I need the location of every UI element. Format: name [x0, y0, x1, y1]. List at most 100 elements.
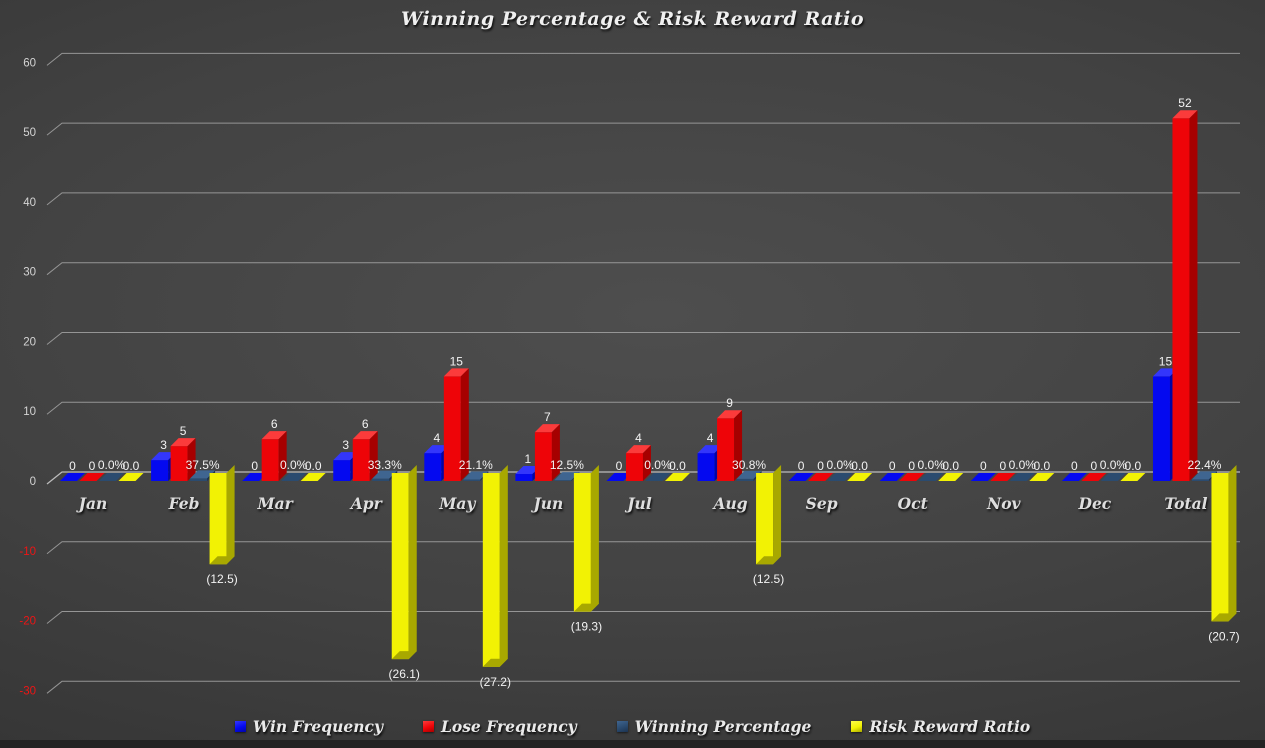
- chart-title: Winning Percentage & Risk Reward Ratio: [400, 8, 865, 30]
- data-label-win-frequency-nov: 0: [980, 459, 987, 473]
- bar-risk-reward-ratio-aug: [756, 556, 782, 565]
- bar-win-frequency-aug: [697, 445, 723, 454]
- data-label-risk-reward-ratio-aug: (12.5): [753, 572, 784, 586]
- legend-marker-win-frequency: [234, 721, 246, 732]
- gridline: [46, 680, 1240, 694]
- data-label-risk-reward-ratio-nov: 0.0: [1033, 459, 1050, 473]
- bar-win-frequency-sep: [788, 473, 814, 481]
- bar-risk-reward-ratio-feb: [226, 465, 235, 565]
- data-label-lose-frequency-oct: 0: [908, 459, 915, 473]
- bar-winning-percentage-jun: [554, 472, 580, 481]
- data-label-winning-percentage-jan: 0.0%: [98, 458, 126, 472]
- bar-lose-frequency-mar: [261, 431, 287, 440]
- legend-label-winning-percentage: Winning Percentage: [634, 717, 812, 736]
- y-tick-label: 0: [30, 476, 36, 488]
- data-label-winning-percentage-jul: 0.0%: [644, 458, 672, 472]
- bar-lose-frequency-jun: [534, 432, 552, 481]
- bar-win-frequency-total: [1152, 368, 1178, 377]
- bar-lose-frequency-oct: [899, 473, 925, 481]
- x-category-label-mar: Mar: [256, 494, 294, 513]
- gridline: [46, 192, 1240, 206]
- bar-risk-reward-ratio-may: [499, 465, 508, 667]
- x-category-label-dec: Dec: [1078, 494, 1112, 513]
- data-label-win-frequency-may: 4: [433, 431, 440, 445]
- bar-risk-reward-ratio-feb: [209, 556, 235, 565]
- bar-risk-reward-ratio-apr: [408, 465, 417, 660]
- data-label-win-frequency-feb: 3: [160, 438, 167, 452]
- bar-lose-frequency-apr: [352, 439, 370, 481]
- bar-win-frequency-oct: [879, 473, 905, 481]
- bar-win-frequency-mar: [242, 473, 268, 481]
- bottom-shade: [0, 740, 1265, 748]
- bar-win-frequency-jan: [60, 473, 85, 481]
- data-label-win-frequency-dec: 0: [1071, 459, 1078, 473]
- bar-risk-reward-ratio-total: [1211, 613, 1237, 622]
- bar-winning-percentage-apr: [372, 470, 398, 479]
- bar-win-frequency-feb: [151, 452, 177, 461]
- bar-win-frequency-jul: [606, 473, 632, 481]
- bar-winning-percentage-jul: [645, 473, 671, 481]
- legend-label-lose-frequency: Lose Frequency: [440, 717, 577, 736]
- bar-winning-percentage-aug: [736, 470, 762, 479]
- bar-winning-percentage-sep: [827, 473, 853, 481]
- data-label-winning-percentage-may: 21.1%: [459, 458, 493, 472]
- bar-winning-percentage-feb: [190, 470, 216, 479]
- data-label-winning-percentage-dec: 0.0%: [1100, 458, 1128, 472]
- bar-winning-percentage-feb: [190, 478, 208, 481]
- gridline: [46, 122, 1240, 136]
- data-label-risk-reward-ratio-apr: (26.1): [389, 667, 420, 681]
- bar-lose-frequency-feb: [170, 446, 188, 481]
- bar-lose-frequency-aug: [734, 410, 743, 481]
- bar-risk-reward-ratio-nov: [1029, 473, 1055, 481]
- bar-lose-frequency-total: [1172, 118, 1190, 482]
- bar-lose-frequency-jun: [551, 424, 560, 481]
- data-label-risk-reward-ratio-mar: 0.0: [305, 459, 322, 473]
- gridline: [46, 401, 1240, 415]
- data-label-risk-reward-ratio-dec: 0.0: [1125, 459, 1142, 473]
- y-tick-label: -30: [19, 685, 36, 697]
- data-label-risk-reward-ratio-oct: 0.0: [942, 459, 959, 473]
- bar-winning-percentage-total: [1191, 471, 1217, 480]
- bar-risk-reward-ratio-dec: [1120, 473, 1146, 481]
- gridline: [46, 262, 1240, 276]
- bar-lose-frequency-mar: [261, 439, 279, 481]
- data-label-winning-percentage-nov: 0.0%: [1009, 458, 1037, 472]
- data-label-risk-reward-ratio-may: (27.2): [480, 675, 511, 689]
- bar-winning-percentage-total: [1191, 479, 1209, 481]
- data-label-lose-frequency-sep: 0: [817, 459, 824, 473]
- bar-risk-reward-ratio-jun: [573, 473, 591, 612]
- bar-risk-reward-ratio-may: [482, 473, 500, 667]
- bar-winning-percentage-oct: [918, 473, 944, 481]
- bar-win-frequency-nov: [970, 473, 996, 481]
- bar-risk-reward-ratio-aug: [773, 465, 782, 565]
- legend-item-risk-reward-ratio: Risk Reward Ratio: [851, 717, 1030, 736]
- data-label-winning-percentage-mar: 0.0%: [280, 458, 308, 472]
- x-category-label-nov: Nov: [986, 494, 1022, 513]
- y-tick-label: 20: [23, 336, 36, 348]
- legend-item-winning-percentage: Winning Percentage: [616, 717, 812, 736]
- gridline: [46, 331, 1240, 345]
- bar-winning-percentage-mar: [281, 473, 307, 481]
- bar-risk-reward-ratio-jun: [590, 465, 599, 612]
- data-label-lose-frequency-nov: 0: [999, 459, 1006, 473]
- bar-lose-frequency-sep: [808, 473, 834, 481]
- data-label-winning-percentage-oct: 0.0%: [918, 458, 946, 472]
- y-tick-label: -20: [19, 616, 36, 628]
- bar-winning-percentage-may: [463, 471, 489, 480]
- bar-win-frequency-dec: [1061, 473, 1087, 481]
- bar-risk-reward-ratio-mar: [300, 473, 326, 481]
- bar-win-frequency-aug: [697, 453, 715, 481]
- bar-win-frequency-apr: [333, 460, 351, 481]
- x-category-label-feb: Feb: [168, 494, 200, 513]
- data-label-lose-frequency-dec: 0: [1091, 459, 1098, 473]
- bar-risk-reward-ratio-jul: [664, 473, 690, 481]
- data-label-lose-frequency-total: 52: [1178, 96, 1192, 110]
- bar-risk-reward-ratio-total: [1211, 473, 1229, 622]
- data-label-risk-reward-ratio-sep: 0.0: [851, 459, 868, 473]
- x-category-label-sep: Sep: [806, 494, 838, 513]
- bar-lose-frequency-feb: [187, 438, 196, 481]
- legend-label-risk-reward-ratio: Risk Reward Ratio: [869, 717, 1031, 736]
- data-label-win-frequency-jan: 0: [69, 459, 76, 473]
